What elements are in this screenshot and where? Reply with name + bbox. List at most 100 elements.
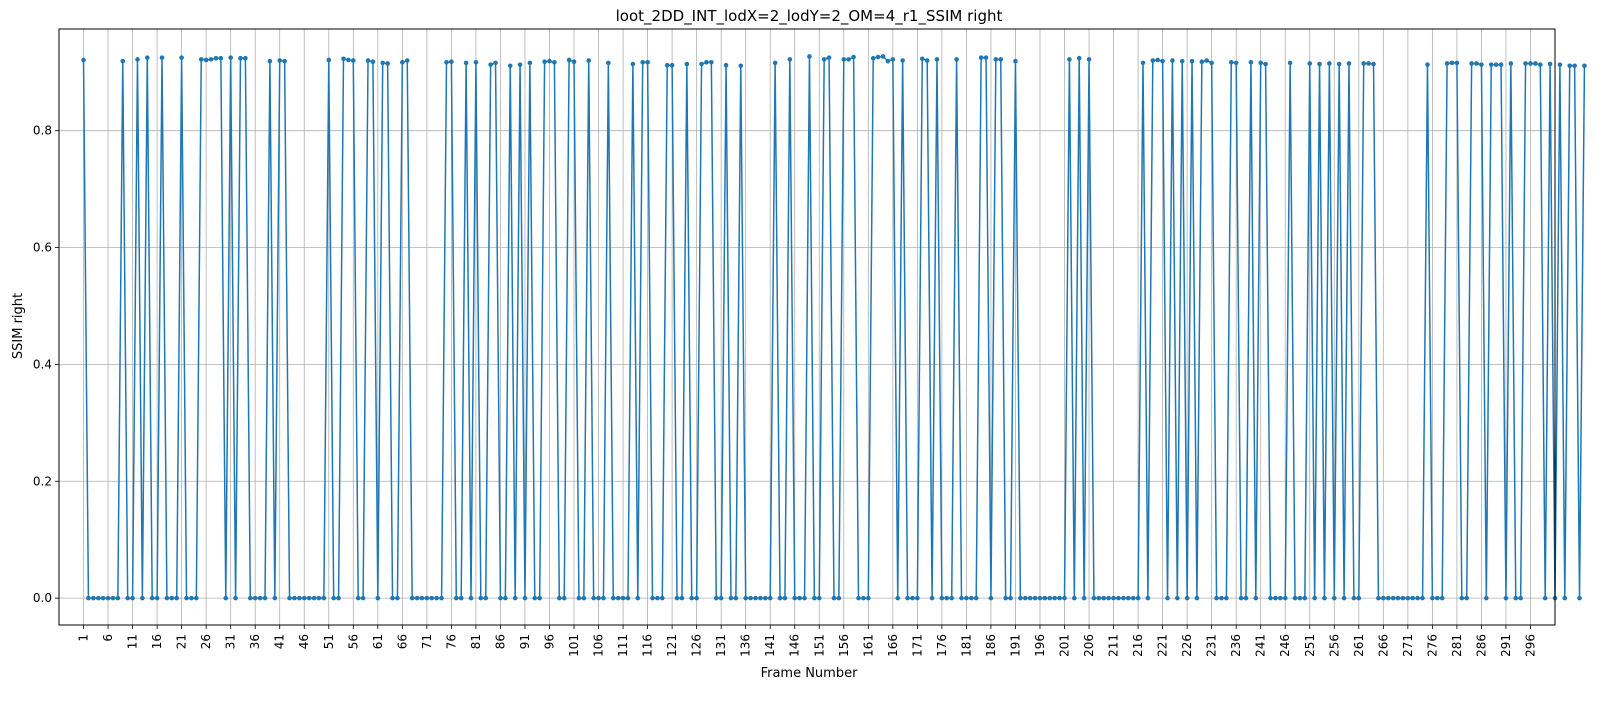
x-axis-label: Frame Number <box>761 666 859 681</box>
data-point <box>1361 61 1367 66</box>
y-tick-label: 0.0 <box>33 591 52 605</box>
data-point <box>532 595 538 601</box>
data-point <box>792 595 798 601</box>
data-point <box>86 595 91 601</box>
data-point <box>498 595 503 601</box>
data-point <box>203 57 209 63</box>
x-tick-label: 31 <box>224 634 238 649</box>
data-point <box>130 595 135 601</box>
data-point <box>517 62 523 67</box>
data-point <box>434 595 439 601</box>
data-point <box>1263 61 1268 67</box>
data-point <box>1449 60 1455 66</box>
data-point <box>1381 595 1386 601</box>
x-tick-label: 256 <box>1327 634 1341 657</box>
data-point <box>1503 595 1509 601</box>
data-point <box>444 60 449 65</box>
data-point <box>1204 58 1210 63</box>
data-point <box>557 595 562 601</box>
data-point <box>1322 595 1327 601</box>
x-tick-label: 131 <box>714 634 728 657</box>
data-point <box>404 58 410 63</box>
data-point <box>689 595 695 601</box>
data-point <box>890 57 896 62</box>
x-tick-label: 206 <box>1082 634 1096 657</box>
data-point <box>1106 595 1111 601</box>
data-point <box>1542 595 1548 601</box>
data-point <box>900 58 905 63</box>
data-point <box>1292 595 1298 601</box>
data-point <box>1523 61 1528 66</box>
x-tick-label: 211 <box>1107 634 1121 657</box>
x-tick-label: 231 <box>1205 634 1219 657</box>
data-point <box>615 595 621 601</box>
data-point <box>610 595 616 601</box>
data-point <box>1022 595 1028 601</box>
data-point <box>934 57 940 62</box>
data-point <box>929 595 935 601</box>
data-point <box>395 595 400 601</box>
data-point <box>1248 60 1254 65</box>
data-point <box>954 57 959 62</box>
x-tick-label: 161 <box>861 634 875 657</box>
x-tick-label: 236 <box>1229 634 1243 657</box>
data-point <box>910 595 915 601</box>
data-point <box>856 595 861 601</box>
data-point <box>522 595 528 601</box>
data-point <box>454 595 459 601</box>
data-point <box>351 58 356 63</box>
data-point <box>1042 595 1048 601</box>
data-point <box>105 595 111 601</box>
data-point <box>179 55 184 60</box>
x-tick-label: 16 <box>150 634 164 649</box>
data-point <box>189 595 194 601</box>
data-point <box>1199 59 1205 65</box>
data-point <box>802 595 807 601</box>
data-point <box>1032 595 1038 601</box>
x-tick-label: 296 <box>1523 634 1537 657</box>
data-point <box>507 63 513 69</box>
x-tick-label: 171 <box>910 634 924 657</box>
x-tick-label: 26 <box>199 634 213 649</box>
data-point <box>135 57 140 62</box>
data-point <box>272 595 278 601</box>
x-tick-label: 226 <box>1180 634 1194 657</box>
x-tick-label: 151 <box>812 634 826 657</box>
data-point <box>1282 595 1288 601</box>
data-point <box>1175 595 1180 601</box>
data-point <box>1327 61 1332 66</box>
data-point <box>1351 595 1357 601</box>
data-line <box>82 55 1586 599</box>
data-point <box>772 60 778 66</box>
x-tick-label: 136 <box>739 634 753 657</box>
data-point <box>753 595 758 601</box>
data-point <box>385 61 390 66</box>
data-point <box>1493 62 1499 67</box>
y-tick-label: 0.8 <box>33 124 52 138</box>
data-point <box>1410 595 1416 601</box>
data-point <box>684 61 690 67</box>
data-point <box>782 595 788 601</box>
data-point <box>1013 58 1018 64</box>
data-point <box>1459 595 1465 601</box>
y-tick-label: 0.6 <box>33 241 52 255</box>
data-point <box>1454 60 1460 66</box>
data-point <box>409 595 415 601</box>
data-point <box>1385 595 1391 601</box>
data-point <box>267 58 273 64</box>
data-point <box>297 595 302 601</box>
data-point <box>640 60 645 65</box>
data-point <box>355 595 361 601</box>
data-point <box>988 595 994 601</box>
series-line <box>82 55 1586 599</box>
data-point <box>488 62 493 67</box>
data-point <box>184 595 189 601</box>
data-point <box>238 55 243 61</box>
x-tick-label: 11 <box>126 634 140 649</box>
data-point <box>699 61 704 67</box>
data-point <box>1444 61 1450 66</box>
data-point <box>424 595 430 601</box>
data-point <box>664 62 670 68</box>
data-point <box>983 55 989 60</box>
